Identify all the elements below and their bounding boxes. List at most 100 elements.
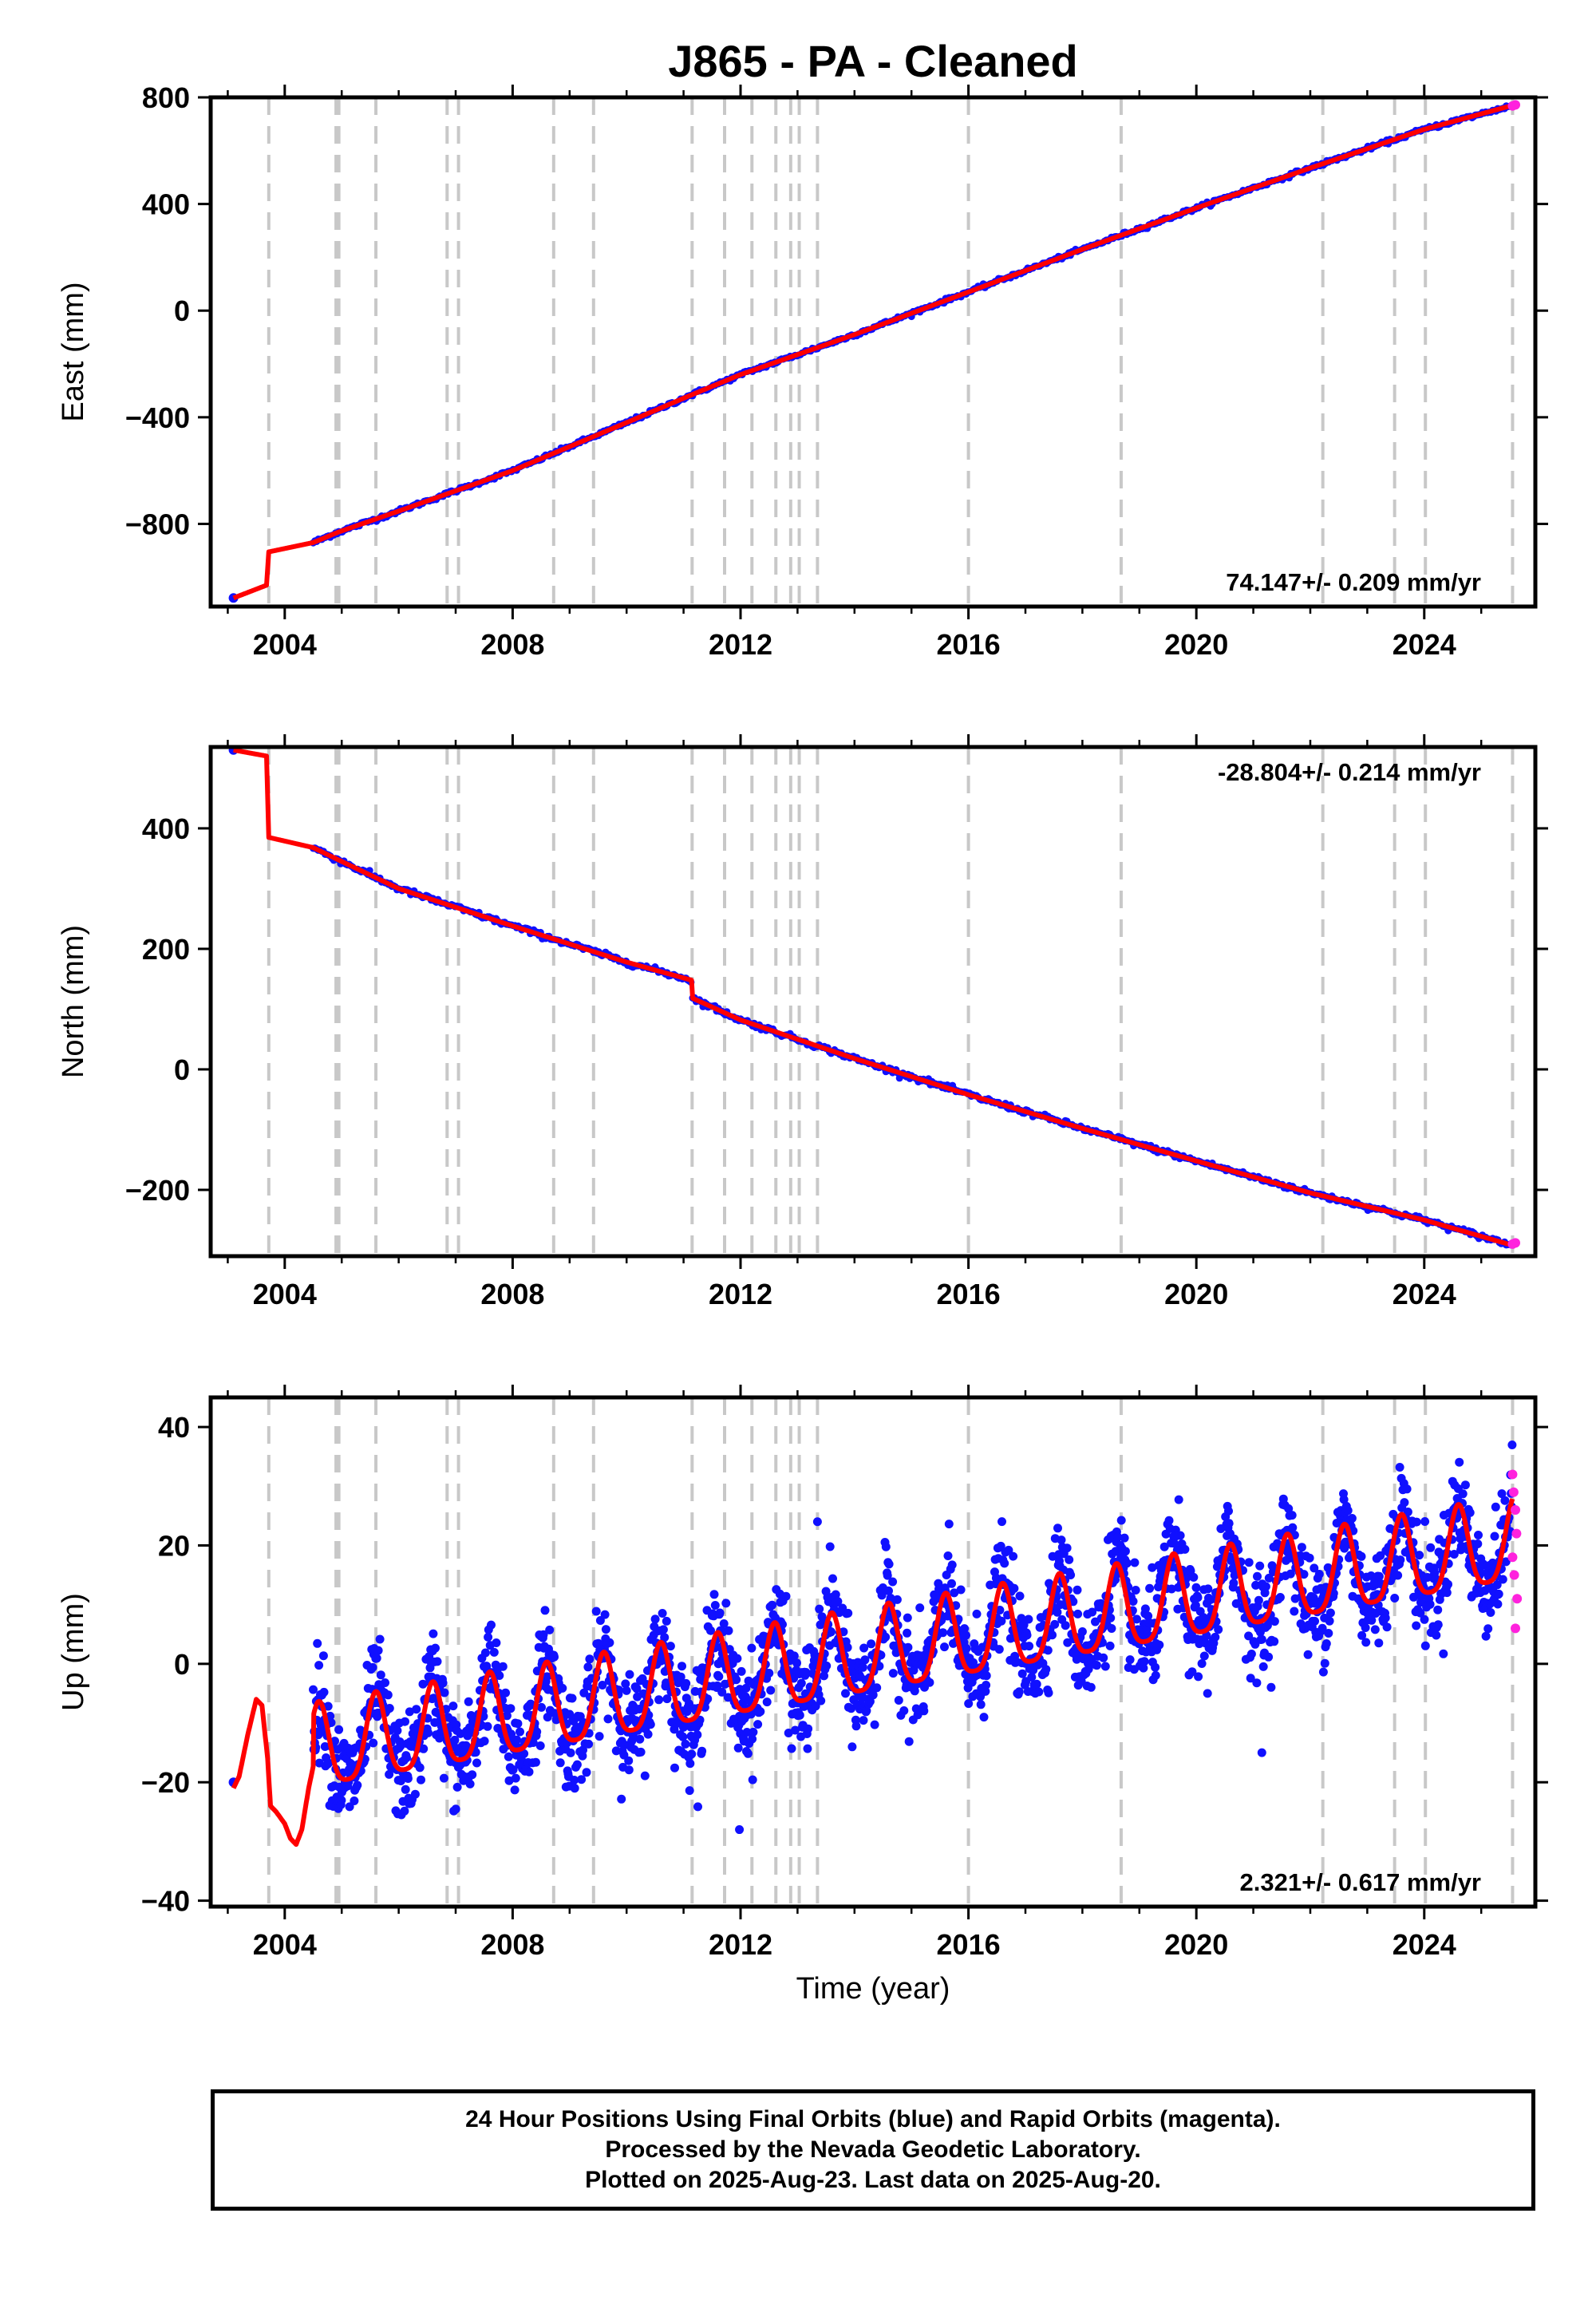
x-tick-label: 2008	[480, 1928, 544, 1961]
data-point	[841, 1689, 850, 1698]
data-point	[583, 1662, 593, 1672]
data-point	[1393, 1571, 1403, 1580]
data-point	[1432, 1630, 1441, 1640]
data-point	[1321, 1639, 1331, 1648]
data-point	[468, 1770, 477, 1780]
x-tick-label: 2016	[937, 628, 1001, 661]
data-point	[733, 1743, 743, 1753]
y-tick-label: 200	[142, 933, 190, 966]
data-point	[323, 1701, 333, 1711]
data-point	[812, 1517, 822, 1527]
data-point	[1130, 1558, 1140, 1567]
data-point	[784, 1729, 793, 1737]
data-point	[944, 1520, 954, 1529]
data-point	[570, 1776, 579, 1784]
data-point	[888, 1577, 898, 1587]
data-point	[513, 1719, 523, 1729]
model-line	[231, 747, 1515, 1248]
data-point	[483, 1721, 492, 1731]
data-point	[1257, 1748, 1266, 1757]
data-point	[1105, 1641, 1115, 1650]
data-point	[524, 1767, 534, 1777]
x-tick-label: 2008	[480, 628, 544, 661]
data-point	[451, 1804, 460, 1814]
data-point	[884, 1559, 894, 1569]
data-point	[582, 1768, 591, 1777]
data-point	[1120, 1533, 1129, 1543]
data-point	[972, 1609, 982, 1618]
data-point	[448, 1701, 458, 1711]
data-point	[1460, 1480, 1470, 1490]
y-tick-label: −40	[141, 1885, 190, 1918]
y-tick-label: 0	[174, 294, 190, 327]
data-point	[375, 1634, 385, 1644]
data-point	[950, 1588, 959, 1598]
data-point	[504, 1752, 513, 1761]
data-point	[997, 1616, 1006, 1626]
data-point	[535, 1741, 545, 1750]
data-point	[643, 1729, 653, 1739]
data-point	[666, 1642, 675, 1651]
data-point	[947, 1579, 956, 1588]
data-point	[345, 1802, 354, 1812]
data-point	[498, 1662, 508, 1671]
data-point	[733, 1654, 742, 1663]
data-point	[1009, 1551, 1018, 1561]
data-point	[789, 1651, 799, 1661]
data-point	[804, 1724, 813, 1733]
data-point	[1320, 1658, 1329, 1668]
data-point	[1224, 1506, 1233, 1516]
data-point	[662, 1616, 671, 1626]
data-point	[636, 1747, 646, 1757]
data-point	[439, 1773, 448, 1783]
data-point	[403, 1774, 413, 1783]
data-point	[894, 1696, 903, 1705]
data-point	[484, 1632, 493, 1642]
x-tick-label: 2024	[1393, 628, 1456, 661]
event-lines-up	[267, 1397, 1515, 1907]
data-point	[903, 1642, 913, 1652]
data-point	[1390, 1594, 1400, 1603]
data-point	[910, 1686, 919, 1696]
data-point	[875, 1662, 884, 1671]
data-point	[662, 1694, 672, 1704]
data-point	[859, 1716, 868, 1725]
data-point	[1396, 1555, 1405, 1565]
data-point	[1270, 1637, 1279, 1646]
data-point	[1412, 1621, 1421, 1630]
data-point	[851, 1721, 861, 1731]
data-point	[883, 1571, 892, 1580]
x-tick-label: 2020	[1164, 1928, 1228, 1961]
data-point	[417, 1775, 425, 1784]
footer-line-2: Processed by the Nevada Geodetic Laborat…	[605, 2136, 1141, 2163]
data-point	[579, 1688, 589, 1697]
data-point	[314, 1661, 324, 1670]
data-point	[1062, 1543, 1072, 1553]
data-point	[660, 1633, 670, 1642]
data-point	[995, 1606, 1005, 1614]
data-point	[532, 1727, 542, 1737]
x-tick-label: 2004	[253, 1928, 317, 1961]
data-point	[816, 1696, 826, 1705]
data-point	[670, 1763, 679, 1773]
data-point	[781, 1591, 791, 1601]
data-point	[1224, 1519, 1234, 1528]
data-point	[429, 1629, 438, 1638]
data-point	[570, 1784, 579, 1793]
data-point	[1255, 1561, 1265, 1571]
data-point	[334, 1725, 344, 1734]
data-point	[1174, 1495, 1183, 1504]
data-point	[1486, 1608, 1495, 1617]
data-point	[717, 1687, 727, 1697]
x-tick-label: 2016	[937, 1278, 1001, 1310]
data-point	[405, 1707, 414, 1717]
data-point	[1027, 1673, 1037, 1682]
data-point	[504, 1776, 514, 1785]
data-point	[843, 1608, 853, 1618]
data-point	[904, 1737, 914, 1746]
x-tick-label: 2004	[253, 1278, 317, 1310]
data-point	[748, 1734, 757, 1744]
footer-line-3: Plotted on 2025-Aug-23. Last data on 202…	[585, 2167, 1161, 2193]
data-point	[577, 1775, 587, 1784]
data-point	[1264, 1652, 1274, 1662]
